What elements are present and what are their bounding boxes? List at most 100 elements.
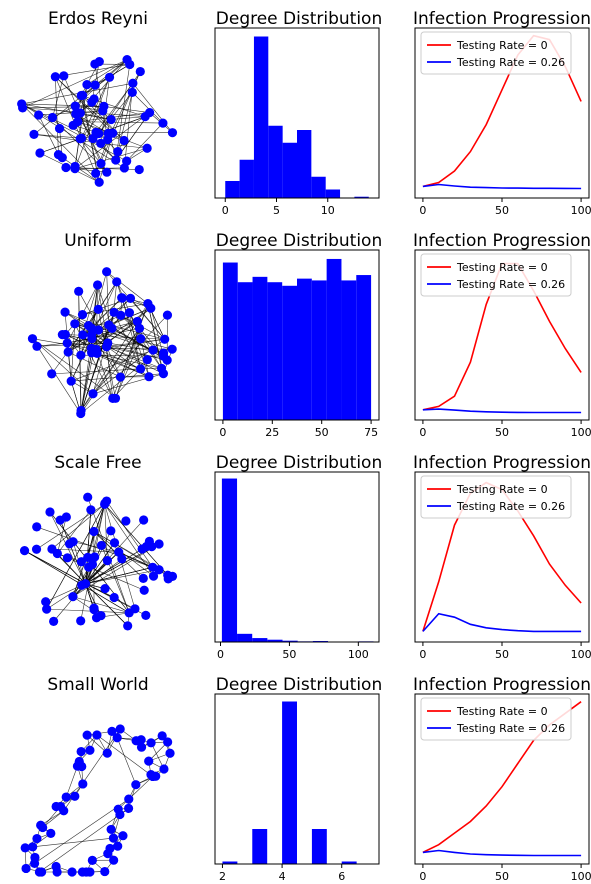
network-edges bbox=[24, 728, 171, 873]
x-tick-label: 10 bbox=[321, 204, 335, 217]
network-edge bbox=[74, 147, 148, 169]
network-edge bbox=[70, 323, 76, 382]
network-edges bbox=[32, 271, 173, 414]
legend-label: Testing Rate = 0.26 bbox=[456, 722, 565, 735]
network-node bbox=[117, 293, 127, 303]
network-node bbox=[130, 604, 140, 614]
network-node bbox=[86, 505, 96, 515]
network-edge bbox=[150, 742, 165, 770]
infection-title: Infection Progression bbox=[413, 231, 591, 251]
x-tick-label: 5 bbox=[273, 204, 280, 217]
network-edge bbox=[94, 63, 108, 140]
network-node bbox=[148, 771, 158, 782]
network-node bbox=[76, 746, 86, 757]
network-node bbox=[91, 127, 101, 138]
histogram-bar bbox=[239, 159, 254, 198]
network-node bbox=[75, 108, 85, 118]
network-edge bbox=[57, 509, 92, 554]
network-title: Small World bbox=[47, 675, 148, 695]
network-node bbox=[87, 855, 97, 865]
network-node bbox=[162, 310, 173, 320]
network-panel-3: Small World bbox=[20, 675, 175, 877]
network-node bbox=[92, 348, 102, 358]
legend-label: Testing Rate = 0 bbox=[456, 39, 548, 52]
network-edge bbox=[57, 553, 86, 584]
network-edge bbox=[55, 76, 59, 155]
series-line-1 bbox=[422, 408, 582, 414]
network-node bbox=[32, 341, 42, 351]
network-node bbox=[81, 867, 91, 877]
network-edge bbox=[80, 325, 89, 356]
network-edge bbox=[74, 77, 110, 169]
histogram-bar bbox=[326, 258, 342, 420]
network-edge bbox=[74, 112, 150, 169]
network-edge bbox=[34, 798, 129, 864]
network-edge bbox=[73, 541, 119, 553]
network-edge bbox=[85, 551, 119, 584]
network-node bbox=[60, 329, 70, 340]
x-tick-label: 0 bbox=[419, 426, 426, 439]
network-node bbox=[70, 791, 80, 801]
network-node bbox=[76, 405, 86, 416]
network-node bbox=[70, 164, 80, 174]
network-node bbox=[83, 321, 94, 331]
network-node bbox=[42, 604, 52, 614]
network-node bbox=[123, 803, 134, 814]
histogram-bar bbox=[341, 861, 357, 864]
network-node bbox=[118, 831, 128, 841]
network-node bbox=[156, 363, 167, 373]
infection-title: Infection Progression bbox=[413, 675, 591, 695]
network-node bbox=[59, 71, 69, 81]
network-node bbox=[145, 107, 155, 118]
legend-label: Testing Rate = 0.26 bbox=[456, 500, 565, 513]
network-node bbox=[83, 552, 93, 562]
histogram-bar bbox=[356, 275, 372, 420]
network-edge bbox=[106, 271, 149, 304]
network-node bbox=[21, 863, 31, 874]
network-node bbox=[78, 779, 88, 789]
histogram-bar bbox=[282, 640, 298, 642]
plot-frame bbox=[214, 693, 380, 865]
network-node bbox=[159, 764, 169, 774]
network-node bbox=[35, 148, 45, 158]
network-edge bbox=[22, 106, 104, 109]
network-edge bbox=[91, 352, 162, 369]
histogram-bar bbox=[282, 142, 297, 198]
x-tick-label: 0 bbox=[419, 870, 426, 883]
network-node bbox=[61, 512, 71, 522]
network-node bbox=[142, 355, 152, 365]
histogram-title: Degree Distribution bbox=[216, 675, 382, 695]
network-edge bbox=[80, 324, 110, 414]
network-edge bbox=[51, 548, 119, 553]
histogram-bar bbox=[311, 829, 327, 864]
network-node bbox=[70, 319, 80, 329]
network-edge bbox=[85, 567, 153, 584]
network-node bbox=[75, 134, 85, 144]
x-tick-label: 0 bbox=[222, 204, 229, 217]
network-node bbox=[63, 347, 73, 357]
network-node bbox=[96, 138, 106, 148]
network-node bbox=[94, 57, 104, 67]
network-node bbox=[96, 158, 106, 169]
network-node bbox=[78, 330, 88, 340]
plot-frame bbox=[214, 471, 380, 643]
histogram-bar bbox=[225, 181, 240, 198]
network-node bbox=[64, 539, 75, 549]
x-tick-label: 2 bbox=[219, 870, 226, 883]
legend-label: Testing Rate = 0.26 bbox=[456, 56, 565, 69]
network-node bbox=[29, 858, 40, 868]
network-node bbox=[144, 756, 154, 766]
network-edge bbox=[33, 134, 101, 144]
network-node bbox=[158, 351, 169, 361]
x-tick-label: 75 bbox=[364, 426, 378, 439]
network-node bbox=[62, 553, 73, 563]
network-node bbox=[125, 293, 136, 303]
network-edge bbox=[36, 526, 153, 568]
x-tick-label: 50 bbox=[315, 426, 329, 439]
network-edge bbox=[132, 92, 164, 124]
network-node bbox=[124, 794, 134, 804]
histogram-bar bbox=[325, 189, 341, 198]
network-node bbox=[66, 376, 76, 386]
network-node bbox=[109, 592, 119, 603]
network-edge bbox=[85, 548, 143, 584]
